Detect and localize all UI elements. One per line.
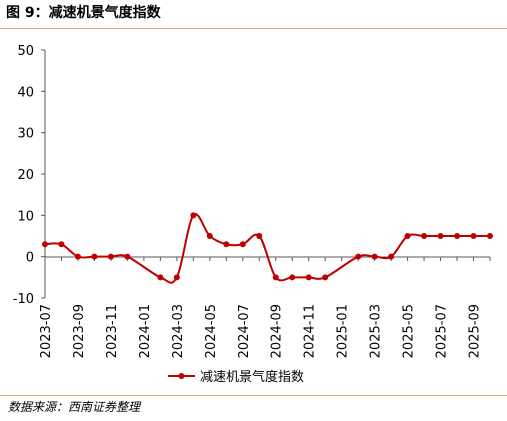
x-tick-label: 2023-09: [72, 304, 87, 358]
x-tick-label: 2023-11: [105, 304, 120, 358]
data-point: [487, 233, 493, 239]
y-tick-label: 50: [17, 44, 34, 59]
x-tick-label: 2024-05: [204, 304, 219, 358]
figure-title: 图 9：减速机景气度指数: [6, 5, 161, 21]
data-point: [371, 253, 378, 260]
x-tick-label: 2025-03: [369, 304, 384, 358]
data-point: [157, 274, 164, 281]
source-rule: [0, 395, 507, 396]
x-tick-label: 2024-09: [270, 304, 285, 358]
legend: 减速机景气度指数: [168, 369, 304, 385]
data-point: [107, 253, 114, 260]
data-point: [58, 241, 65, 248]
data-point: [388, 253, 395, 260]
data-point: [239, 241, 246, 248]
data-point: [404, 233, 411, 239]
data-point: [124, 253, 131, 260]
y-tick-label: 20: [17, 168, 34, 183]
y-tick-label: 40: [17, 85, 34, 100]
data-point: [42, 241, 48, 248]
y-tick-label: -10: [13, 292, 34, 307]
x-tick-label: 2023-07: [39, 304, 54, 358]
x-tick-label: 2024-03: [171, 304, 186, 358]
series-line: [44, 213, 490, 284]
x-tick-label: 2025-01: [336, 304, 351, 358]
line-chart: 50 40 30 20 10 0 -10 2023-07 2023-09 2023-11 2024…: [13, 44, 493, 385]
title-rule: [0, 28, 507, 29]
data-point: [470, 233, 477, 239]
data-point: [91, 253, 98, 260]
data-point: [437, 233, 444, 239]
x-axis: 2023-07 2023-09 2023-11 2024-01 2024-03 2024-…: [39, 256, 491, 358]
data-point: [322, 274, 329, 281]
y-tick-label: 30: [17, 127, 34, 142]
data-point: [206, 233, 213, 239]
x-tick-label: 2025-07: [435, 304, 450, 358]
data-point: [256, 233, 263, 239]
data-point: [305, 274, 312, 281]
data-point: [190, 212, 197, 219]
legend-marker: [178, 373, 185, 379]
data-point: [74, 253, 81, 260]
y-tick-label: 10: [17, 209, 34, 224]
data-point: [223, 241, 230, 248]
x-tick-label: 2024-01: [138, 304, 153, 358]
legend-label: 减速机景气度指数: [200, 369, 304, 385]
data-point: [355, 253, 362, 260]
x-tick-label: 2025-05: [402, 304, 417, 358]
data-point: [173, 274, 180, 281]
data-point: [421, 233, 428, 239]
data-point: [289, 274, 296, 281]
y-tick-label: 0: [26, 251, 34, 266]
x-tick-label: 2025-09: [468, 304, 483, 358]
data-point: [454, 233, 461, 239]
data-point: [272, 274, 279, 281]
y-axis: 50 40 30 20 10 0 -10: [13, 44, 46, 307]
series-group: [42, 212, 493, 284]
x-tick-label: 2024-11: [303, 304, 318, 358]
x-tick-label: 2024-07: [237, 304, 252, 358]
source-note: 数据来源：西南证券整理: [8, 400, 141, 414]
